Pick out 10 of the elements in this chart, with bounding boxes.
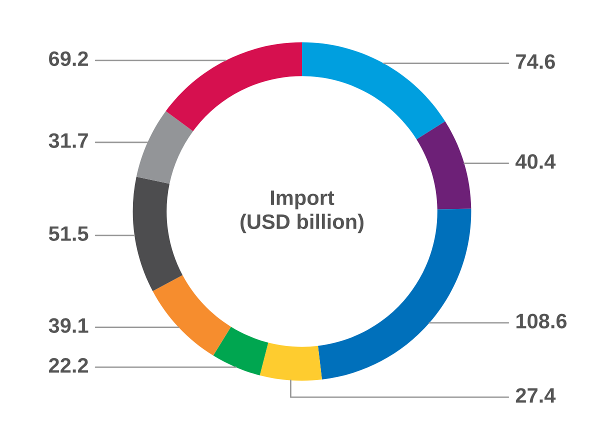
data-label: 31.7 bbox=[48, 133, 88, 148]
data-label: 69.2 bbox=[49, 51, 88, 66]
data-label: 22.2 bbox=[48, 358, 88, 373]
data-label: 51.5 bbox=[48, 226, 88, 241]
text: Import (USD billion) bbox=[240, 190, 364, 234]
data-label: 108.6 bbox=[516, 314, 567, 328]
data-label: 74.6 bbox=[516, 54, 555, 69]
data-label: 40.4 bbox=[516, 154, 556, 169]
data-label: 39.1 bbox=[48, 318, 88, 333]
data-label: 27.4 bbox=[516, 388, 556, 403]
